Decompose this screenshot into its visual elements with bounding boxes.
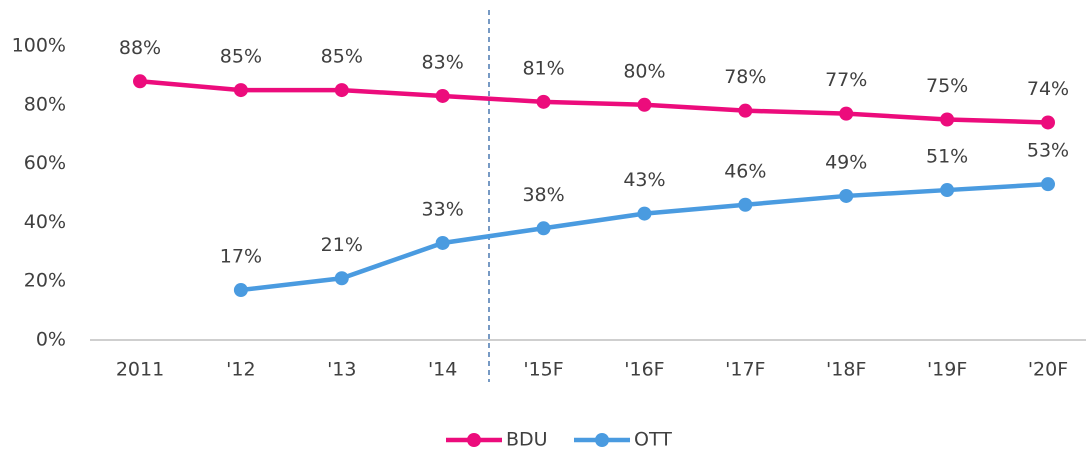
data-label: 43% (623, 169, 665, 191)
data-point (1041, 177, 1055, 192)
data-point (334, 83, 349, 98)
data-label: 80% (623, 60, 665, 82)
data-point (738, 103, 753, 118)
data-label: 88% (119, 37, 161, 59)
data-point (536, 94, 551, 109)
data-point (637, 97, 652, 112)
data-point (839, 188, 854, 203)
data-label: 38% (522, 184, 564, 206)
data-point (536, 221, 551, 236)
data-label: 17% (220, 246, 262, 268)
data-label: 85% (321, 46, 363, 68)
data-point (334, 271, 349, 286)
x-tick-label: 2011 (116, 359, 164, 381)
y-tick-label: 80% (24, 93, 66, 115)
data-label: 49% (825, 151, 867, 173)
y-tick-label: 40% (24, 211, 66, 233)
x-tick-label: '17F (725, 359, 765, 381)
x-tick-label: '15F (523, 359, 563, 381)
y-tick-label: 100% (12, 35, 66, 57)
x-tick-label: '12 (226, 359, 255, 381)
data-point (839, 106, 854, 121)
data-point (233, 283, 248, 298)
data-label: 75% (926, 75, 968, 97)
y-tick-label: 20% (24, 270, 66, 292)
data-label: 77% (825, 69, 867, 91)
data-point (940, 112, 955, 127)
x-tick-label: '20F (1028, 359, 1068, 381)
data-point (435, 235, 450, 250)
data-label: 81% (522, 57, 564, 79)
data-point (738, 197, 753, 212)
legend-marker (595, 433, 609, 447)
y-tick-label: 60% (24, 152, 66, 174)
data-point (133, 74, 147, 89)
data-label: 33% (422, 198, 464, 220)
x-tick-label: '19F (927, 359, 967, 381)
data-point (940, 183, 955, 198)
data-label: 85% (220, 46, 262, 68)
legend-label: BDU (506, 429, 548, 451)
data-label: 21% (321, 234, 363, 256)
x-tick-label: '16F (624, 359, 664, 381)
legend-marker (467, 433, 481, 447)
legend-label: OTT (634, 429, 672, 451)
data-point (1041, 115, 1055, 130)
data-label: 51% (926, 146, 968, 168)
data-label: 83% (422, 51, 464, 73)
data-label: 46% (724, 160, 766, 182)
x-tick-label: '14 (428, 359, 457, 381)
x-tick-label: '13 (327, 359, 356, 381)
data-point (233, 83, 248, 98)
data-point (435, 88, 450, 103)
data-label: 53% (1027, 140, 1069, 162)
series-line (139, 79, 1049, 125)
data-label: 74% (1027, 78, 1069, 100)
data-point (637, 206, 652, 221)
data-label: 78% (724, 66, 766, 88)
x-tick-label: '18F (826, 359, 866, 381)
y-tick-label: 0% (36, 329, 66, 351)
